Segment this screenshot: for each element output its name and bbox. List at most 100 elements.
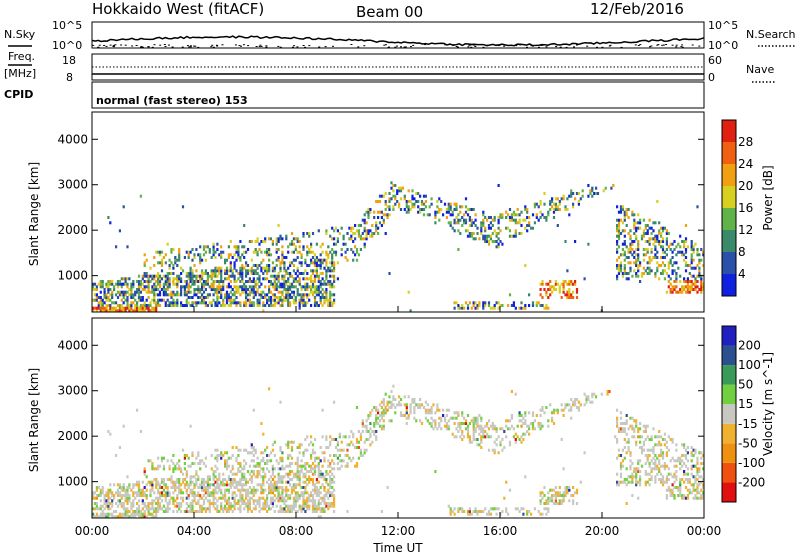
- echo-cell: [549, 288, 552, 291]
- echo-cell: [399, 186, 403, 190]
- echo-cell: [321, 451, 324, 455]
- echo-cell: [629, 467, 632, 471]
- echo-cell: [298, 245, 301, 249]
- echo-cell: [646, 435, 649, 439]
- echo-cell: [224, 478, 227, 481]
- echo-cell: [166, 304, 169, 307]
- echo-cell: [266, 459, 269, 463]
- echo-cell: [311, 496, 315, 500]
- echo-cell: [218, 272, 221, 275]
- echo-cell: [128, 515, 131, 519]
- echo-cell: [202, 285, 206, 289]
- echo-cell: [355, 438, 359, 441]
- echo-cell: [419, 210, 422, 214]
- echo-cell: [258, 462, 261, 465]
- echo-cell: [547, 288, 550, 291]
- echo-cell: [434, 419, 437, 423]
- echo-cell: [321, 483, 324, 487]
- echo-cell: [323, 451, 326, 455]
- echo-cell: [180, 504, 183, 508]
- nsearch-dot: [526, 46, 528, 48]
- echo-cell: [331, 504, 334, 508]
- echo-cell: [281, 282, 284, 286]
- echo-cell: [365, 229, 368, 233]
- echo-cell: [172, 462, 175, 465]
- echo-cell: [321, 293, 324, 297]
- echo-cell: [289, 288, 292, 291]
- echo-cell: [665, 454, 668, 457]
- echo-cell: [344, 242, 347, 246]
- echo-cell: [558, 494, 561, 497]
- echo-cell: [126, 304, 129, 307]
- echo-cell: [696, 459, 699, 463]
- echo-cell: [126, 301, 129, 305]
- echo-cell: [189, 250, 192, 254]
- echo-cell: [428, 411, 431, 415]
- echo-cell: [180, 467, 183, 471]
- echo-cell: [287, 488, 290, 492]
- echo-cell: [155, 512, 158, 516]
- echo-cell: [239, 272, 242, 275]
- echo-cell: [308, 277, 311, 281]
- echo-cell: [145, 285, 148, 289]
- echo-cell: [640, 435, 644, 439]
- echo-cell: [692, 486, 695, 489]
- echo-cell: [185, 272, 188, 275]
- echo-cell: [531, 427, 535, 431]
- echo-cell: [143, 515, 146, 519]
- echo-cell: [562, 499, 565, 503]
- echo-cell: [271, 502, 274, 505]
- echo-cell: [386, 205, 389, 209]
- echo-cell: [155, 274, 158, 278]
- echo-cell: [331, 264, 334, 267]
- echo-cell: [317, 472, 320, 476]
- echo-cell: [683, 277, 686, 281]
- echo-cell: [258, 499, 261, 503]
- echo-cell: [476, 510, 479, 513]
- echo-cell: [287, 504, 290, 508]
- echo-cell: [289, 285, 292, 289]
- echo-cell: [212, 491, 215, 495]
- echo-cell: [294, 475, 297, 479]
- echo-cell: [300, 491, 303, 495]
- nsearch-dot: [470, 44, 473, 46]
- echo-cell: [344, 454, 347, 457]
- echo-cell: [290, 296, 294, 299]
- echo-cell: [149, 483, 152, 487]
- echo-cell: [311, 261, 315, 265]
- echo-cell: [298, 277, 301, 281]
- echo-cell: [373, 430, 376, 433]
- echo-cell: [650, 248, 653, 251]
- echo-cell: [315, 464, 318, 468]
- echo-cell: [308, 470, 311, 473]
- echo-cell: [132, 515, 135, 519]
- echo-cell: [323, 507, 326, 511]
- echo-cell: [300, 443, 303, 447]
- echo-cell: [225, 272, 229, 275]
- echo-cell: [616, 472, 619, 476]
- echo-cell: [118, 282, 121, 286]
- echo-cell: [134, 510, 137, 513]
- echo-cell: [660, 448, 663, 452]
- echo-cell: [698, 269, 701, 273]
- echo-cell: [204, 269, 207, 273]
- echo-cell: [285, 296, 288, 299]
- echo-cell: [258, 274, 261, 278]
- echo-cell: [539, 414, 542, 417]
- echo-cell: [491, 427, 494, 431]
- echo-cell: [294, 499, 297, 503]
- echo-cell: [461, 510, 464, 513]
- echo-cell: [206, 272, 209, 275]
- echo-cell: [189, 478, 192, 481]
- echo-cell: [681, 494, 684, 497]
- echo-cell: [313, 285, 317, 289]
- echo-cell: [290, 456, 294, 460]
- echo-cell: [346, 248, 349, 251]
- echo-cell: [686, 494, 689, 497]
- echo-cell: [575, 488, 579, 492]
- echo-cell: [325, 491, 328, 495]
- echo-cell: [551, 488, 554, 492]
- echo-cell: [472, 435, 475, 439]
- echo-cell: [258, 242, 261, 246]
- echo-cell: [503, 496, 506, 500]
